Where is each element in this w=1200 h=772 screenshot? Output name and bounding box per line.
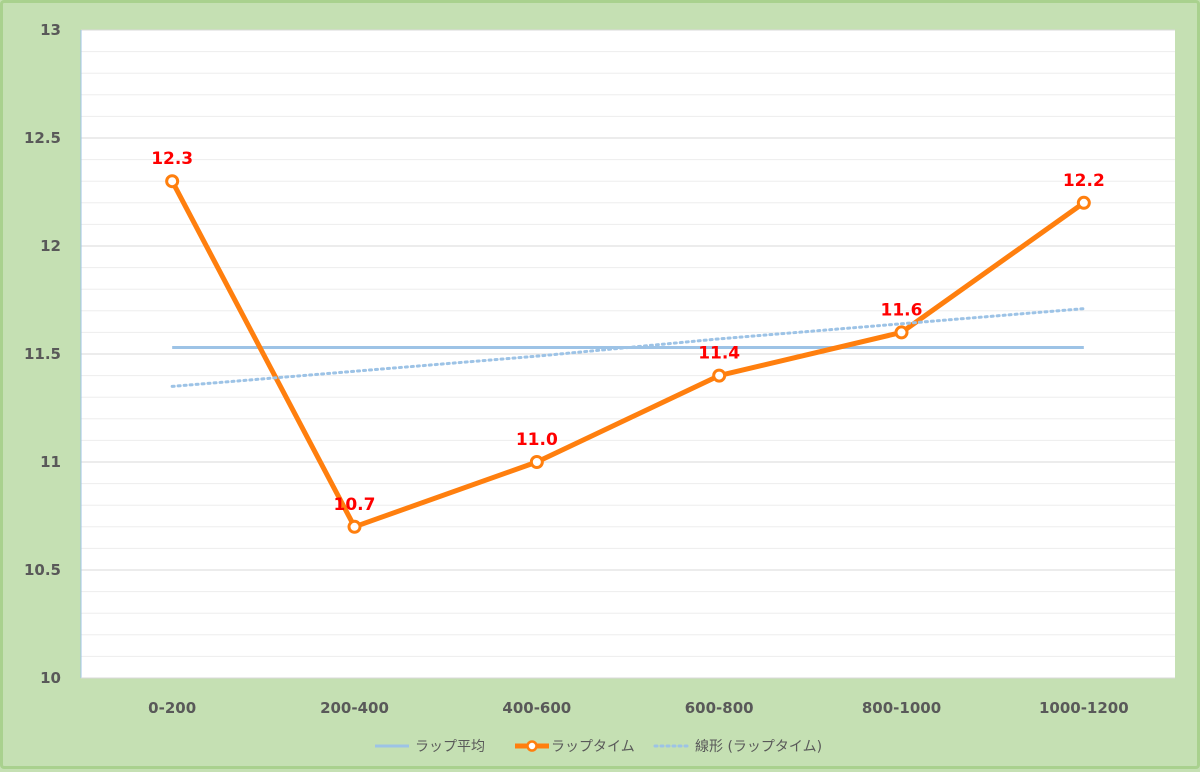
data-point (165, 174, 180, 189)
series-line (169, 180, 1086, 530)
y-tick-label: 11 (40, 453, 61, 471)
legend-label: ラップタイム (551, 739, 635, 755)
y-tick-label: 12 (40, 237, 61, 255)
legend-marker (526, 740, 538, 752)
x-tick-label: 800-1000 (862, 699, 941, 717)
legend-label: ラップ平均 (415, 739, 485, 755)
x-tick-label: 1000-1200 (1039, 699, 1129, 717)
data-point (347, 519, 362, 534)
y-tick-label: 13 (40, 21, 61, 39)
x-tick-label: 0-200 (148, 699, 196, 717)
data-label: 10.7 (334, 495, 376, 515)
data-point (1076, 195, 1091, 210)
data-point (894, 325, 909, 340)
data-point (529, 455, 544, 469)
y-tick-label: 12.5 (24, 129, 61, 147)
data-label: 11.6 (881, 300, 923, 320)
legend-label: 線形 (ラップタイム) (695, 739, 822, 755)
data-label: 12.2 (1063, 171, 1105, 191)
data-label: 12.3 (151, 149, 193, 169)
legend: ラップ平均 ラップタイム 線形 (ラップタイム) (375, 739, 822, 755)
x-tick-label: 200-400 (320, 699, 389, 717)
y-tick-labels: 10 10.5 11 11.5 12 12.5 13 (24, 21, 61, 687)
series-line (170, 307, 1086, 388)
x-tick-labels: 0-200 200-400 400-600 600-800 800-1000 1000-1… (148, 699, 1129, 717)
y-tick-label: 11.5 (24, 345, 61, 363)
data-labels: 12.3 10.7 11.0 11.4 11.6 12.2 (151, 149, 1105, 515)
x-tick-label: 600-800 (685, 699, 754, 717)
data-label: 11.0 (516, 430, 558, 450)
y-tick-label: 10.5 (24, 561, 61, 579)
x-tick-label: 400-600 (502, 699, 571, 717)
axes (80, 30, 1175, 679)
data-point (712, 368, 727, 383)
series-layer (165, 174, 1091, 534)
data-label: 11.4 (698, 344, 740, 364)
line-chart: 10 10.5 11 11.5 12 12.5 13 0-200 200-400 400-600… (24, 21, 1175, 755)
y-tick-label: 10 (40, 669, 61, 687)
